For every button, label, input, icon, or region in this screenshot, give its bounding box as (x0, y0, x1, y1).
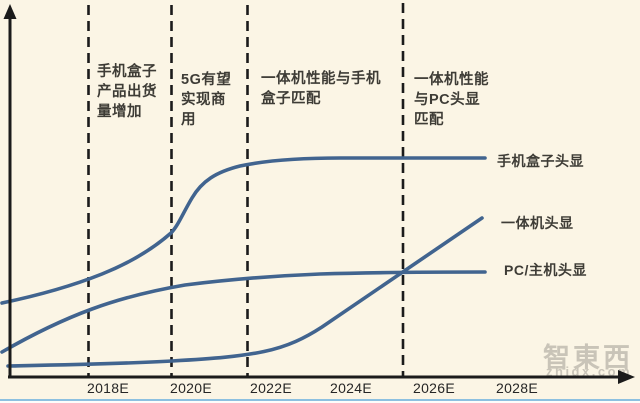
curve-pc-console-headset (0, 270, 487, 354)
curve-label-pc-console-headset: PC/主机头显 (504, 262, 587, 278)
annotation-line: 一体机性能 (414, 72, 489, 88)
bottom-white-strip (0, 401, 640, 403)
annotation-line: 匹配 (414, 112, 444, 128)
x-tick-label: 2024E (330, 380, 372, 396)
annotation-5g-commercial: 5G有望 实现商 用 (181, 70, 231, 130)
annotation-line: 量增加 (97, 104, 142, 120)
x-tick-label: 2020E (170, 380, 212, 396)
annotation-line: 与PC头显 (414, 92, 481, 108)
watermark-domain: zhidx.com (546, 364, 633, 379)
annotation-line: 5G有望 (181, 72, 232, 88)
x-tick-label: 2018E (87, 380, 129, 396)
curve-label-all-in-one-headset: 一体机头显 (501, 215, 574, 231)
curve-phone-box-headset (0, 156, 487, 305)
annotation-phone-box-shipments: 手机盒子 产品出货 量增加 (97, 62, 157, 122)
annotation-line: 用 (181, 112, 196, 128)
curve-all-in-one-headset (6, 216, 484, 368)
annotation-aio-matches-phonebox: 一体机性能与手机 盒子匹配 (261, 69, 381, 109)
x-tick-label: 2028E (496, 380, 538, 396)
watermark-logo: 智東西 (543, 343, 633, 373)
annotation-line: 手机盒子 (97, 64, 157, 80)
x-tick-label: 2022E (250, 380, 292, 396)
annotation-line: 一体机性能与手机 (261, 71, 381, 87)
x-tick-label: 2026E (413, 380, 455, 396)
annotation-line: 产品出货 (97, 84, 157, 100)
bottom-accent-line (0, 399, 640, 401)
y-axis-arrow-icon (3, 4, 17, 19)
annotation-aio-matches-pc: 一体机性能 与PC头显 匹配 (414, 70, 489, 130)
curve-label-phone-box-headset: 手机盒子头显 (497, 153, 584, 169)
annotation-line: 实现商 (181, 92, 226, 108)
x-axis-arrow-icon (618, 370, 635, 384)
annotation-line: 盒子匹配 (261, 91, 321, 107)
